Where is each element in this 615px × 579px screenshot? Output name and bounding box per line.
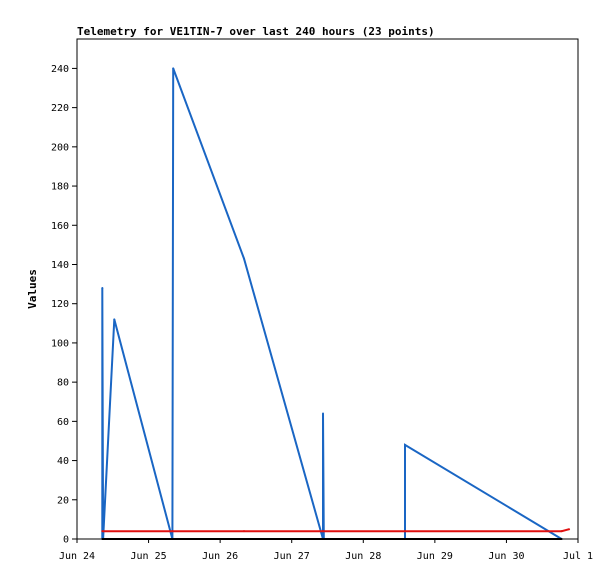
series-1-point (404, 443, 407, 446)
y-tick-label: 60 (57, 417, 69, 428)
series-2-point (560, 530, 563, 533)
series-2-point (101, 530, 104, 533)
x-tick-label: Jun 25 (131, 551, 167, 562)
x-tick-label: Jun 28 (345, 551, 381, 562)
y-tick-label: 100 (51, 338, 69, 349)
x-tick-label: Jun 30 (488, 551, 524, 562)
series-1-point (172, 67, 175, 70)
y-tick-label: 160 (51, 221, 69, 232)
x-tick-label: Jun 26 (202, 551, 238, 562)
x-tick-label: Jun 24 (59, 551, 95, 562)
series-2-point (171, 530, 174, 533)
x-tick-label: Jul 1 (563, 551, 593, 562)
series-3-point (560, 538, 563, 540)
y-tick-label: 120 (51, 299, 69, 310)
plot-area (76, 38, 579, 540)
series-2-point (322, 530, 325, 533)
y-axis: 0 20 40 60 80 100 120 140 160 180 200 220 240 (51, 64, 77, 546)
y-tick-label: 20 (57, 495, 69, 506)
y-tick-label: 220 (51, 103, 69, 114)
y-tick-label: 80 (57, 378, 69, 389)
series-1-point (101, 287, 104, 290)
y-axis-label: Values (26, 269, 39, 309)
series-2-point (404, 530, 407, 533)
y-tick-label: 0 (63, 535, 69, 546)
series-1-point (243, 257, 245, 260)
y-tick-label: 40 (57, 456, 69, 467)
series-2-point (568, 528, 571, 531)
x-axis: Jun 24 Jun 25 Jun 26 Jun 27 Jun 28 Jun 29 Jun … (59, 539, 593, 562)
series-3-point (101, 538, 104, 540)
series-1-point (113, 318, 116, 321)
y-tick-label: 240 (51, 64, 69, 75)
y-tick-label: 140 (51, 260, 69, 271)
y-tick-label: 200 (51, 142, 69, 153)
series-1-point (322, 412, 325, 415)
series-2-point (243, 530, 245, 533)
y-tick-label: 180 (51, 182, 69, 193)
series-layer (101, 67, 571, 540)
chart-title: Telemetry for VE1TIN-7 over last 240 hou… (77, 25, 435, 38)
x-tick-label: Jun 27 (274, 551, 310, 562)
x-tick-label: Jun 29 (417, 551, 453, 562)
